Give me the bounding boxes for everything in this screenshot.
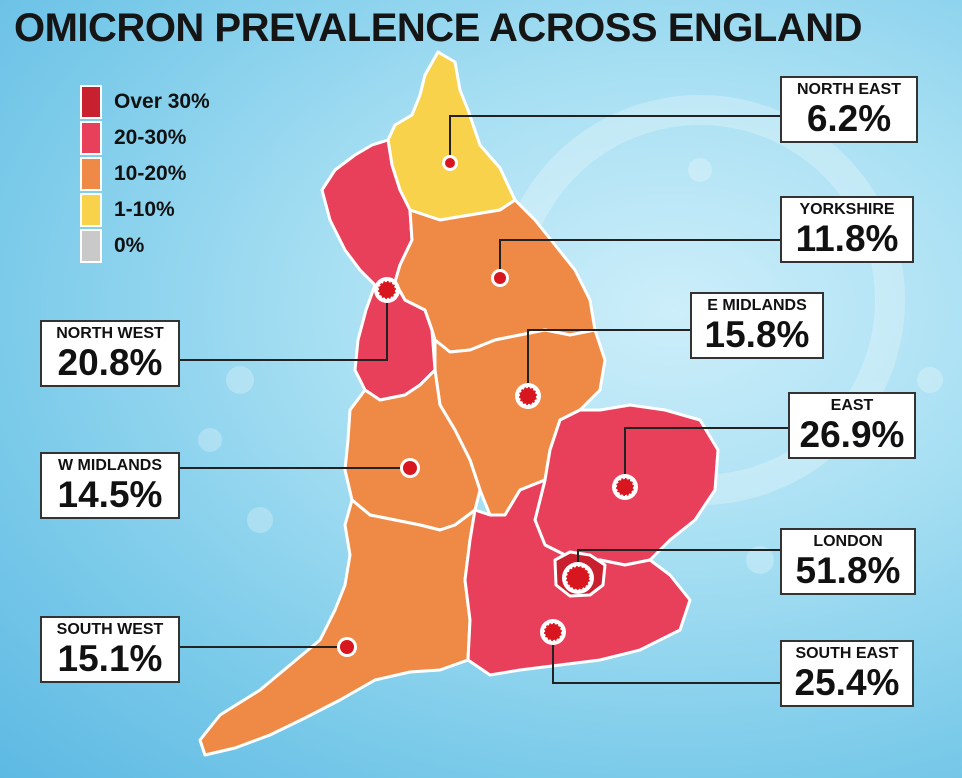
legend-swatch bbox=[80, 121, 102, 155]
region-value: 26.9% bbox=[799, 414, 905, 455]
legend-swatch bbox=[80, 229, 102, 263]
legend-item: 0% bbox=[80, 228, 210, 264]
region-name: SOUTH EAST bbox=[795, 645, 899, 662]
leader-yorkshire bbox=[499, 239, 780, 278]
callout-north-east: NORTH EAST 6.2% bbox=[780, 76, 918, 143]
markers bbox=[337, 155, 638, 657]
legend-item: 1-10% bbox=[80, 192, 210, 228]
callout-north-west: NORTH WEST 20.8% bbox=[40, 320, 180, 387]
callout-e-midlands: E MIDLANDS 15.8% bbox=[690, 292, 824, 359]
virus-marker-icon bbox=[562, 562, 594, 594]
legend-label: 1-10% bbox=[114, 198, 175, 221]
region-name: YORKSHIRE bbox=[799, 201, 895, 218]
leader-e-midlands bbox=[527, 329, 690, 396]
callout-london: LONDON 51.8% bbox=[780, 528, 916, 595]
region-value: 15.1% bbox=[57, 638, 163, 679]
legend-item: Over 30% bbox=[80, 84, 210, 120]
region-name: E MIDLANDS bbox=[707, 297, 807, 314]
virus-marker-icon bbox=[491, 269, 509, 287]
region-value: 6.2% bbox=[806, 98, 892, 139]
region-north-east bbox=[386, 50, 517, 222]
virus-marker-icon bbox=[337, 637, 357, 657]
virus-marker-icon bbox=[540, 619, 566, 645]
leader-north-east bbox=[449, 115, 780, 163]
region-value: 14.5% bbox=[57, 474, 163, 515]
region-value: 51.8% bbox=[795, 550, 901, 591]
region-value: 25.4% bbox=[794, 662, 900, 703]
region-name: LONDON bbox=[813, 533, 883, 550]
region-name: NORTH EAST bbox=[797, 81, 901, 98]
legend-label: 0% bbox=[114, 234, 145, 257]
region-value: 15.8% bbox=[704, 314, 810, 355]
legend-item: 20-30% bbox=[80, 120, 210, 156]
legend-label: 10-20% bbox=[114, 162, 187, 185]
legend-label: Over 30% bbox=[114, 90, 210, 113]
region-south-west bbox=[198, 498, 477, 757]
callout-yorkshire: YORKSHIRE 11.8% bbox=[780, 196, 914, 263]
virus-marker-icon bbox=[400, 458, 420, 478]
region-name: SOUTH WEST bbox=[56, 621, 164, 638]
callout-south-west: SOUTH WEST 15.1% bbox=[40, 616, 180, 683]
legend-swatch bbox=[80, 193, 102, 227]
leader-east bbox=[624, 427, 788, 487]
virus-marker-icon bbox=[374, 277, 400, 303]
callout-east: EAST 26.9% bbox=[788, 392, 916, 459]
region-name: EAST bbox=[830, 397, 874, 414]
region-name: NORTH WEST bbox=[56, 325, 164, 342]
legend-label: 20-30% bbox=[114, 126, 187, 149]
region-name: W MIDLANDS bbox=[58, 457, 162, 474]
virus-marker-icon bbox=[515, 383, 541, 409]
region-value: 20.8% bbox=[57, 342, 163, 383]
region-value: 11.8% bbox=[795, 218, 899, 259]
map-title: OMICRON PREVALENCE ACROSS ENGLAND bbox=[14, 6, 863, 50]
callout-south-east: SOUTH EAST 25.4% bbox=[780, 640, 914, 707]
legend: Over 30% 20-30% 10-20% 1-10% 0% bbox=[80, 84, 210, 264]
legend-item: 10-20% bbox=[80, 156, 210, 192]
virus-marker-icon bbox=[442, 155, 458, 171]
callout-w-midlands: W MIDLANDS 14.5% bbox=[40, 452, 180, 519]
virus-marker-icon bbox=[612, 474, 638, 500]
legend-swatch bbox=[80, 157, 102, 191]
leader-north-west bbox=[180, 290, 388, 361]
legend-swatch bbox=[80, 85, 102, 119]
leader-south-east bbox=[552, 632, 780, 684]
